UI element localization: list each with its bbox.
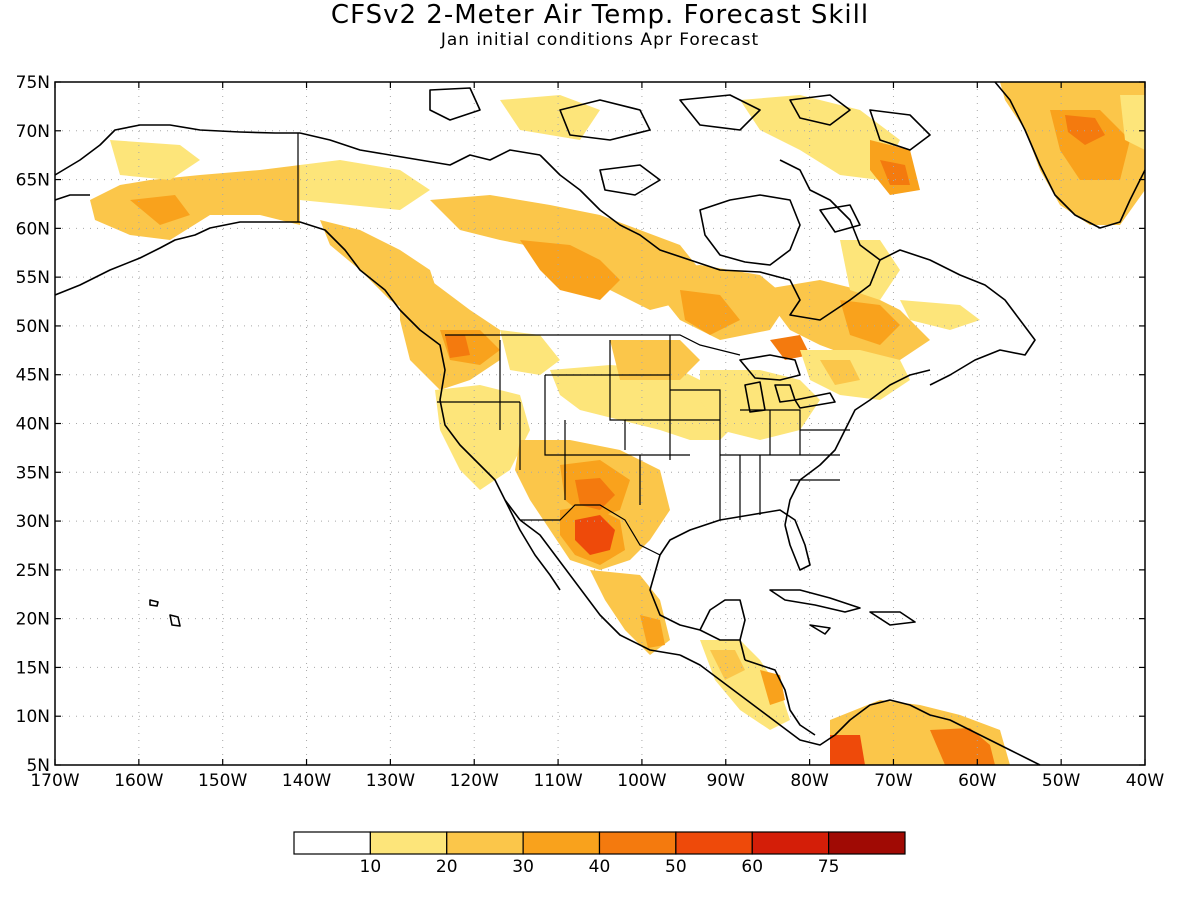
lat-tick-label: 60N [16, 219, 50, 239]
lon-tick-label: 130W [366, 771, 415, 791]
lat-tick-label: 5N [26, 756, 50, 776]
lon-tick-label: 120W [450, 771, 499, 791]
colorbar-swatch [751, 831, 830, 855]
lon-tick-label: 60W [958, 771, 997, 791]
lat-tick-label: 65N [16, 171, 50, 191]
lon-tick-label: 110W [533, 771, 582, 791]
lat-tick-label: 30N [16, 512, 50, 532]
lat-tick-label: 20N [16, 610, 50, 630]
coastlines [54, 81, 1146, 766]
lat-tick-label: 15N [16, 658, 50, 678]
colorbar-swatch [446, 831, 524, 855]
colorbar [293, 831, 906, 855]
colorbar-swatch [293, 831, 371, 855]
colorbar-swatch [369, 831, 448, 855]
colorbar-swatch [598, 831, 677, 855]
lat-tick-label: 35N [16, 463, 50, 483]
longitude-axis: 170W 160W 150W 140W 130W 120W 110W 100W 90W 80W 70… [30, 771, 1164, 791]
colorbar-label: 40 [589, 857, 611, 877]
political-borders [297, 133, 850, 556]
colorbar-label: 50 [665, 857, 687, 877]
lon-tick-label: 80W [790, 771, 829, 791]
lon-tick-label: 50W [1042, 771, 1081, 791]
colorbar-swatch [675, 831, 753, 855]
lat-tick-label: 75N [16, 73, 50, 93]
colorbar-labels: 10 20 30 40 50 60 75 [360, 857, 840, 877]
lat-tick-label: 45N [16, 366, 50, 386]
map-subtitle: Jan initial conditions Apr Forecast [440, 30, 760, 50]
lat-tick-label: 70N [16, 122, 50, 142]
lon-tick-label: 40W [1126, 771, 1165, 791]
colorbar-label: 60 [741, 857, 763, 877]
lon-tick-label: 70W [874, 771, 913, 791]
lat-tick-label: 50N [16, 317, 50, 337]
lon-tick-label: 100W [617, 771, 666, 791]
colorbar-label: 75 [818, 857, 840, 877]
map-title: CFSv2 2-Meter Air Temp. Forecast Skill [330, 0, 870, 30]
lat-tick-label: 10N [16, 707, 50, 727]
lat-tick-label: 40N [16, 415, 50, 435]
lon-tick-label: 150W [198, 771, 247, 791]
colorbar-label: 20 [436, 857, 458, 877]
lat-tick-label: 55N [16, 268, 50, 288]
lon-tick-label: 140W [282, 771, 331, 791]
lon-tick-label: 170W [30, 771, 79, 791]
colorbar-label: 10 [360, 857, 382, 877]
lat-tick-label: 25N [16, 561, 50, 581]
skill-shading [90, 82, 1145, 765]
colorbar-swatch [522, 831, 601, 855]
latitude-axis: 75N 70N 65N 60N 55N 50N 45N 40N 35N 30N 25N 20N 15N 1… [16, 73, 50, 776]
colorbar-label: 30 [512, 857, 534, 877]
lon-tick-label: 90W [707, 771, 746, 791]
lon-tick-label: 160W [114, 771, 163, 791]
colorbar-swatch [828, 831, 906, 855]
